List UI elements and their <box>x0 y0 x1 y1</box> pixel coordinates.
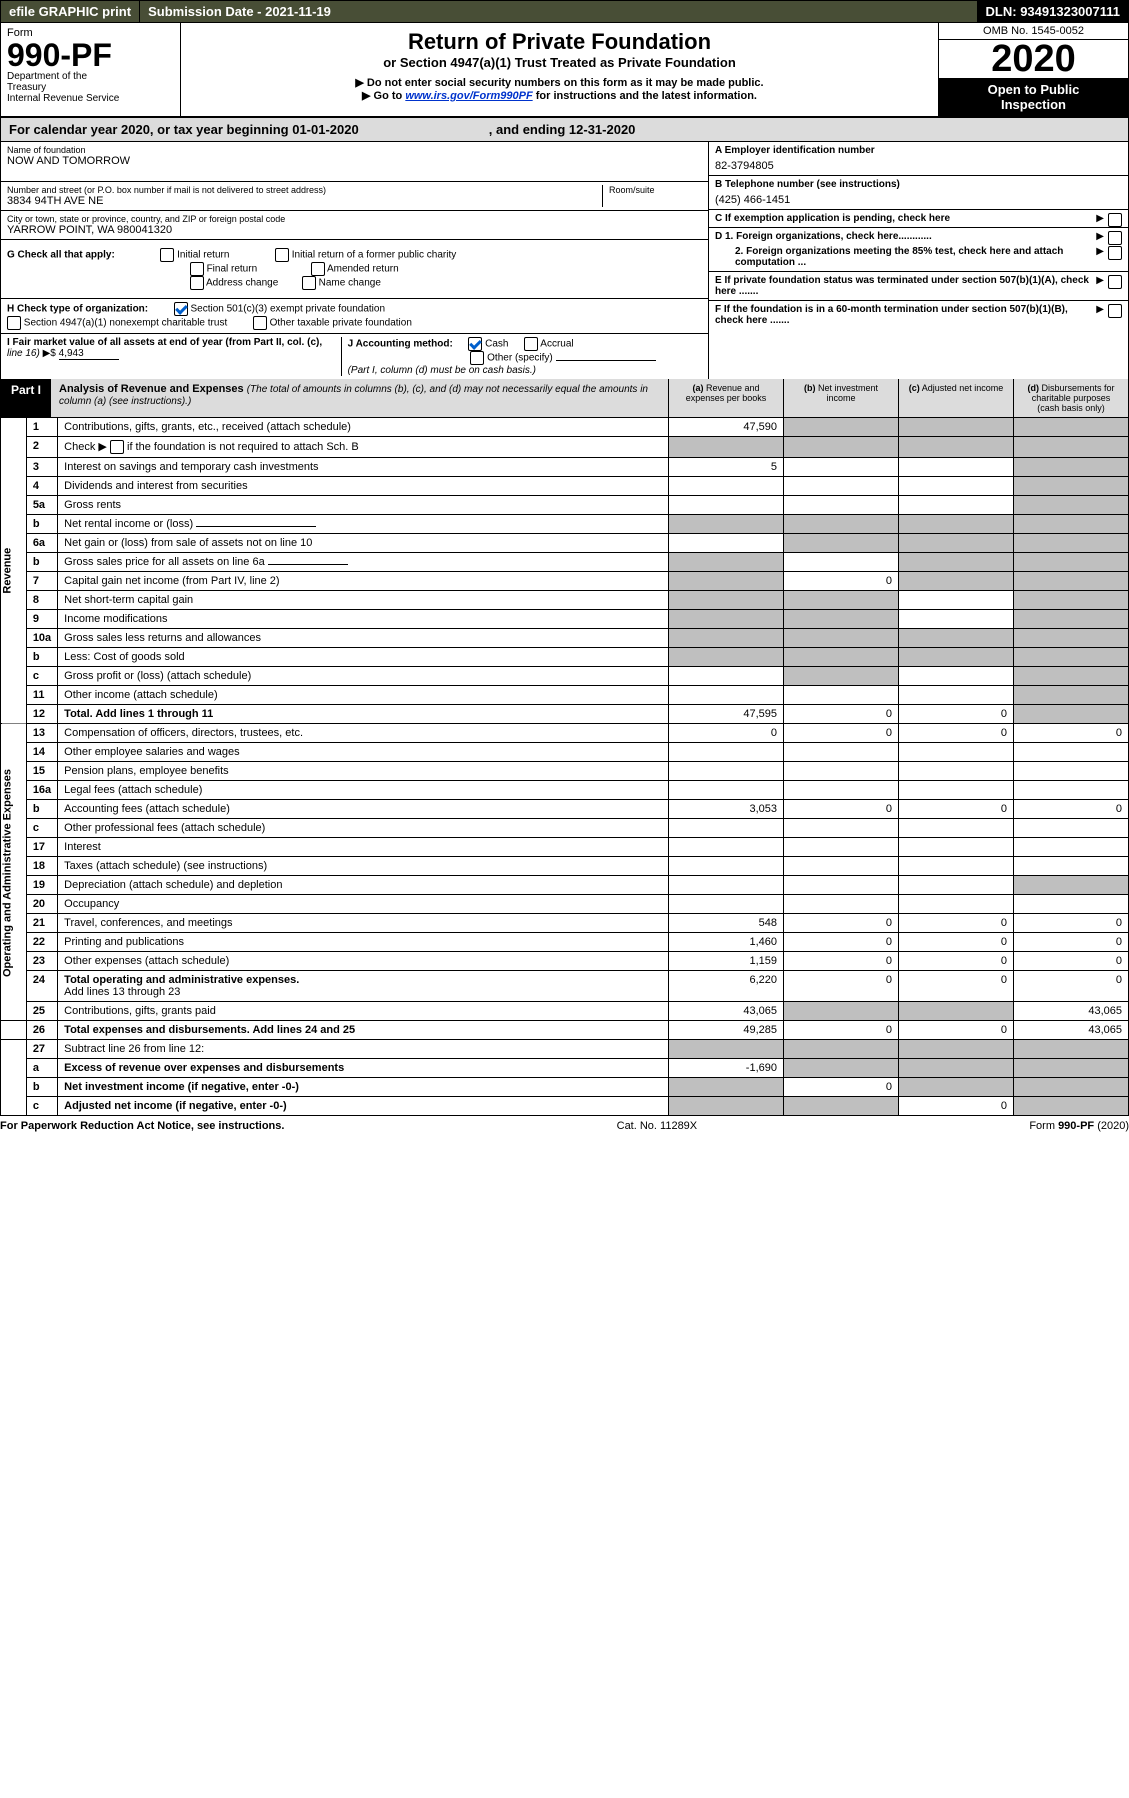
header-right: OMB No. 1545-0052 2020 Open to Public In… <box>938 23 1128 116</box>
final-return-checkbox[interactable] <box>190 262 204 276</box>
final-return-label: Final return <box>207 264 258 275</box>
form-subtitle: or Section 4947(a)(1) Trust Treated as P… <box>187 55 932 70</box>
box-e-checkbox[interactable] <box>1108 275 1122 289</box>
name-change-label: Name change <box>319 278 381 289</box>
box-d1-checkbox[interactable] <box>1108 231 1122 245</box>
box-d1-label: D 1. Foreign organizations, check here..… <box>715 231 932 242</box>
schb-checkbox[interactable] <box>110 440 124 454</box>
box-b-value: (425) 466-1451 <box>715 190 1122 206</box>
other-method-checkbox[interactable] <box>470 351 484 365</box>
dln: DLN: 93491323007111 <box>978 1 1128 22</box>
box-a-label: A Employer identification number <box>715 145 1122 156</box>
accrual-checkbox[interactable] <box>524 337 538 351</box>
accrual-label: Accrual <box>540 339 573 350</box>
4947-label: Section 4947(a)(1) nonexempt charitable … <box>24 318 227 329</box>
box-d2-label: 2. Foreign organizations meeting the 85%… <box>735 246 1063 268</box>
check-i-label: I Fair market value of all assets at end… <box>7 337 322 348</box>
calendar-year: For calendar year 2020, or tax year begi… <box>0 118 1129 142</box>
instr-2: ▶ Go to www.irs.gov/Form990PF for instru… <box>187 89 932 102</box>
footer-left: For Paperwork Reduction Act Notice, see … <box>0 1120 284 1132</box>
graphic-print: efile GRAPHIC print <box>1 1 140 22</box>
footer-center: Cat. No. 11289X <box>617 1120 698 1132</box>
check-i-amount: 4,943 <box>59 348 119 360</box>
check-j-note: (Part I, column (d) must be on cash basi… <box>348 365 536 376</box>
irs-link[interactable]: www.irs.gov/Form990PF <box>405 90 532 102</box>
col-b-header: (b) Net investment income <box>783 379 898 417</box>
header-left: Form 990-PF Department of the Treasury I… <box>1 23 181 116</box>
part-1-desc: Analysis of Revenue and Expenses (The to… <box>51 379 668 417</box>
name-value: NOW AND TOMORROW <box>7 155 702 167</box>
address-change-label: Address change <box>206 278 278 289</box>
dept-3: Internal Revenue Service <box>7 93 174 104</box>
cash-label: Cash <box>485 339 508 350</box>
city-value: YARROW POINT, WA 980041320 <box>7 224 702 236</box>
address-value: 3834 94TH AVE NE <box>7 195 602 207</box>
top-bar: efile GRAPHIC print Submission Date - 20… <box>0 0 1129 23</box>
initial-return-label: Initial return <box>177 250 229 261</box>
submission-date: Submission Date - 2021-11-19 <box>140 1 977 22</box>
check-j-label: J Accounting method: <box>348 339 453 350</box>
info-grid: Name of foundation NOW AND TOMORROW Numb… <box>0 142 1129 379</box>
4947-checkbox[interactable] <box>7 316 21 330</box>
other-method-label: Other (specify) <box>487 353 553 364</box>
form-number: 990-PF <box>7 39 174 71</box>
box-f-checkbox[interactable] <box>1108 304 1122 318</box>
part-1-label: Part I <box>1 379 51 417</box>
check-h-label: H Check type of organization: <box>7 304 148 315</box>
city-label: City or town, state or province, country… <box>7 214 702 224</box>
instr-1: ▶ Do not enter social security numbers o… <box>187 76 932 89</box>
box-f-label: F If the foundation is in a 60-month ter… <box>715 304 1068 326</box>
footer-right: Form 990-PF (2020) <box>1029 1120 1129 1132</box>
address-label: Number and street (or P.O. box number if… <box>7 185 602 195</box>
dept-2: Treasury <box>7 82 174 93</box>
box-e-label: E If private foundation status was termi… <box>715 275 1089 297</box>
col-a-header: (a) Revenue and expenses per books <box>668 379 783 417</box>
footer: For Paperwork Reduction Act Notice, see … <box>0 1116 1129 1136</box>
address-change-checkbox[interactable] <box>190 276 204 290</box>
box-d2-checkbox[interactable] <box>1108 246 1122 260</box>
other-taxable-label: Other taxable private foundation <box>270 318 412 329</box>
header-row: Form 990-PF Department of the Treasury I… <box>0 23 1129 118</box>
col-d-header: (d) Disbursements for charitable purpose… <box>1013 379 1128 417</box>
box-b-label: B Telephone number (see instructions) <box>715 179 1122 190</box>
cash-checkbox[interactable] <box>468 337 482 351</box>
initial-return-checkbox[interactable] <box>160 248 174 262</box>
name-label: Name of foundation <box>7 145 702 155</box>
box-c-label: C If exemption application is pending, c… <box>715 213 950 224</box>
amended-checkbox[interactable] <box>311 262 325 276</box>
check-g-label: G Check all that apply: <box>7 250 115 261</box>
inspection-box: Open to Public Inspection <box>939 78 1128 116</box>
tax-year: 2020 <box>939 40 1128 78</box>
form-title: Return of Private Foundation <box>187 29 932 55</box>
501c3-checkbox[interactable] <box>174 302 188 316</box>
other-taxable-checkbox[interactable] <box>253 316 267 330</box>
check-i-line: line 16) <box>7 348 40 359</box>
box-c-checkbox[interactable] <box>1108 213 1122 227</box>
initial-former-label: Initial return of a former public charit… <box>292 250 457 261</box>
room-label: Room/suite <box>609 185 702 195</box>
501c3-label: Section 501(c)(3) exempt private foundat… <box>190 304 385 315</box>
main-table: Revenue 1Contributions, gifts, grants, e… <box>0 418 1129 1116</box>
header-center: Return of Private Foundation or Section … <box>181 23 938 116</box>
expense-label: Operating and Administrative Expenses <box>1 724 27 1021</box>
revenue-label: Revenue <box>1 418 27 724</box>
name-change-checkbox[interactable] <box>302 276 316 290</box>
col-c-header: (c) Adjusted net income <box>898 379 1013 417</box>
amended-label: Amended return <box>327 264 399 275</box>
part-1-header: Part I Analysis of Revenue and Expenses … <box>0 379 1129 418</box>
box-a-value: 82-3794805 <box>715 156 1122 172</box>
initial-former-checkbox[interactable] <box>275 248 289 262</box>
